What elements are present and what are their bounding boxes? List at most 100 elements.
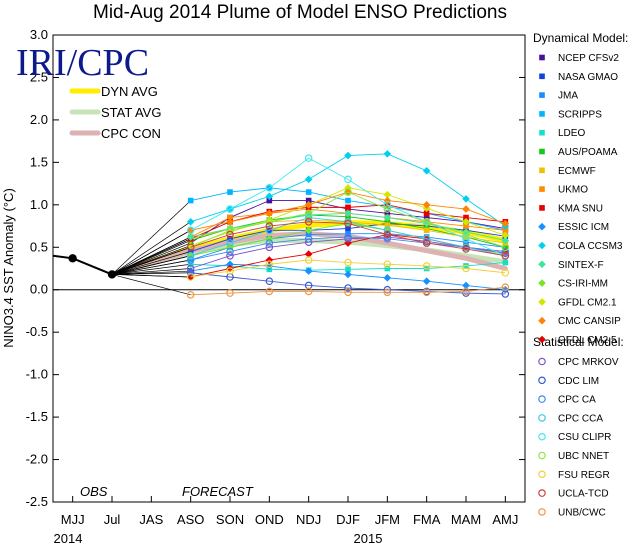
ucla-tcd-point [226,230,234,239]
sintex-f-point [383,213,392,222]
scripps-legend-label: SCRIPPS [558,109,602,120]
ucla-tcd-point [344,219,352,228]
ucla-tcd-point [186,243,195,252]
cpc-ca-point [226,247,234,256]
ldeo-connector [111,263,191,275]
cs-iri-mm-legend-label: CS-IRI-MM [558,279,608,290]
scripps-point [227,189,233,195]
ubc-nnet-point [226,226,234,235]
ncep-cfsv2-legend-label: NCEP CFSv2 [558,53,619,64]
gfdl-cm2-1-point [501,231,510,240]
ukmo-point [502,227,509,234]
ubc-nnet-point [265,218,274,226]
aus-poama-legend-marker [539,148,545,155]
cpc-mrkov-point [186,264,195,273]
fsu-regr-legend-marker [538,470,546,479]
ubc-nnet-point [304,209,313,218]
cpc-cca-line [190,217,506,257]
essic-icm-point [422,277,431,286]
cdc-lim-point [265,277,274,286]
cdc-lim-point [344,284,352,292]
fsu-regr-point [226,267,234,275]
cdc-lim-connector [111,272,191,275]
cmc-cansip-point [304,201,313,209]
chart-title: Mid-Aug 2014 Plume of Model ENSO Predict… [93,2,507,23]
ucla-tcd-series [186,218,510,260]
fsu-regr-point [344,258,352,267]
csu-clipr-point [226,205,234,213]
gfdl-cm2-5-legend-marker [538,335,546,344]
observed-point [68,254,77,263]
gfdl-cm2-5-legend-label: GFDL CM2.5 [558,335,617,346]
ldeo-point [423,265,430,272]
cola-ccsm3-point [265,192,274,201]
ucla-tcd-legend-marker [538,489,546,497]
ubc-nnet-point [344,188,352,196]
unb-cwc-line [190,286,506,296]
essic-icm-point [226,260,234,269]
unb-cwc-point [186,291,195,299]
nasa-gmao-point [345,225,351,232]
csu-clipr-line [190,157,506,257]
x-tick-label: JAS [139,512,163,527]
cs-iri-mm-legend-marker [538,279,546,287]
csu-clipr-point [265,184,274,192]
ecmwf-point [384,222,391,228]
ucla-tcd-connector [111,246,191,275]
gfdl-cm2-1-legend-label: GFDL CM2.1 [558,297,617,308]
dynamical-model-legend-title: Dynamical Model: [533,31,628,45]
y-tick-label: 0.5 [30,239,48,254]
cmc-cansip-legend-label: CMC CANSIP [558,316,621,327]
ecmwf-point [463,234,469,240]
unb-cwc-connector [111,274,191,296]
cpc-ca-point [304,234,313,243]
cmc-cansip-point [422,201,431,209]
essic-icm-legend-label: ESSIC ICM [558,222,609,233]
cola-ccsm3-point [383,150,392,158]
ukmo-point [463,223,469,229]
ecmwf-legend-label: ECMWF [558,166,596,177]
cpc-ca-point [186,256,195,264]
cpc-cca-connector [111,255,191,275]
ncep-cfsv2-point [423,214,430,221]
cmc-cansip-legend-marker [538,316,546,325]
forecast-label: FORECAST [182,484,254,499]
csu-clipr-connector [111,229,191,275]
ncep-cfsv2-point [266,197,273,204]
cpc-ca-connector [111,259,191,275]
y-tick-label: 1.0 [30,197,48,212]
essic-icm-point [304,267,313,275]
fsu-regr-line [190,259,506,278]
y-tick-label: -1.5 [26,409,48,424]
unb-cwc-point [501,283,510,291]
cpc-mrkov-connector [111,268,191,275]
ecmwf-point [305,217,312,223]
jma-legend-label: JMA [558,91,578,102]
cpc-ca-point [265,239,274,247]
sintex-f-point [186,233,195,241]
sintex-f-point [422,219,431,228]
unb-cwc-point [422,288,431,297]
cmc-cansip-point [265,209,274,218]
cpc-cca-legend-label: CPC CCA [558,413,603,424]
cmc-cansip-point [462,205,470,213]
y-tick-label: 1.5 [30,154,48,169]
cdc-lim-legend-marker [538,376,546,385]
cpc-cca-point [383,226,392,235]
sintex-f-point [344,209,352,218]
ubc-nnet-point [462,230,470,239]
jma-legend-marker [539,92,545,98]
csu-clipr-point [186,226,195,235]
cola-ccsm3-legend-label: COLA CCSM3 [558,241,623,252]
cpc-cca-point [422,234,431,243]
gfdl-cm2-1-point [265,216,274,224]
sintex-f-connector [111,236,191,275]
scripps-point [187,197,194,204]
x-tick-label: DJF [336,512,360,527]
cpc-ca-line [190,236,506,261]
unb-cwc-legend-marker [538,508,546,516]
cola-ccsm3-series [186,150,510,230]
year-label-2015: 2015 [354,531,383,546]
ubc-nnet-line [190,191,506,248]
fsu-regr-series [186,256,510,281]
